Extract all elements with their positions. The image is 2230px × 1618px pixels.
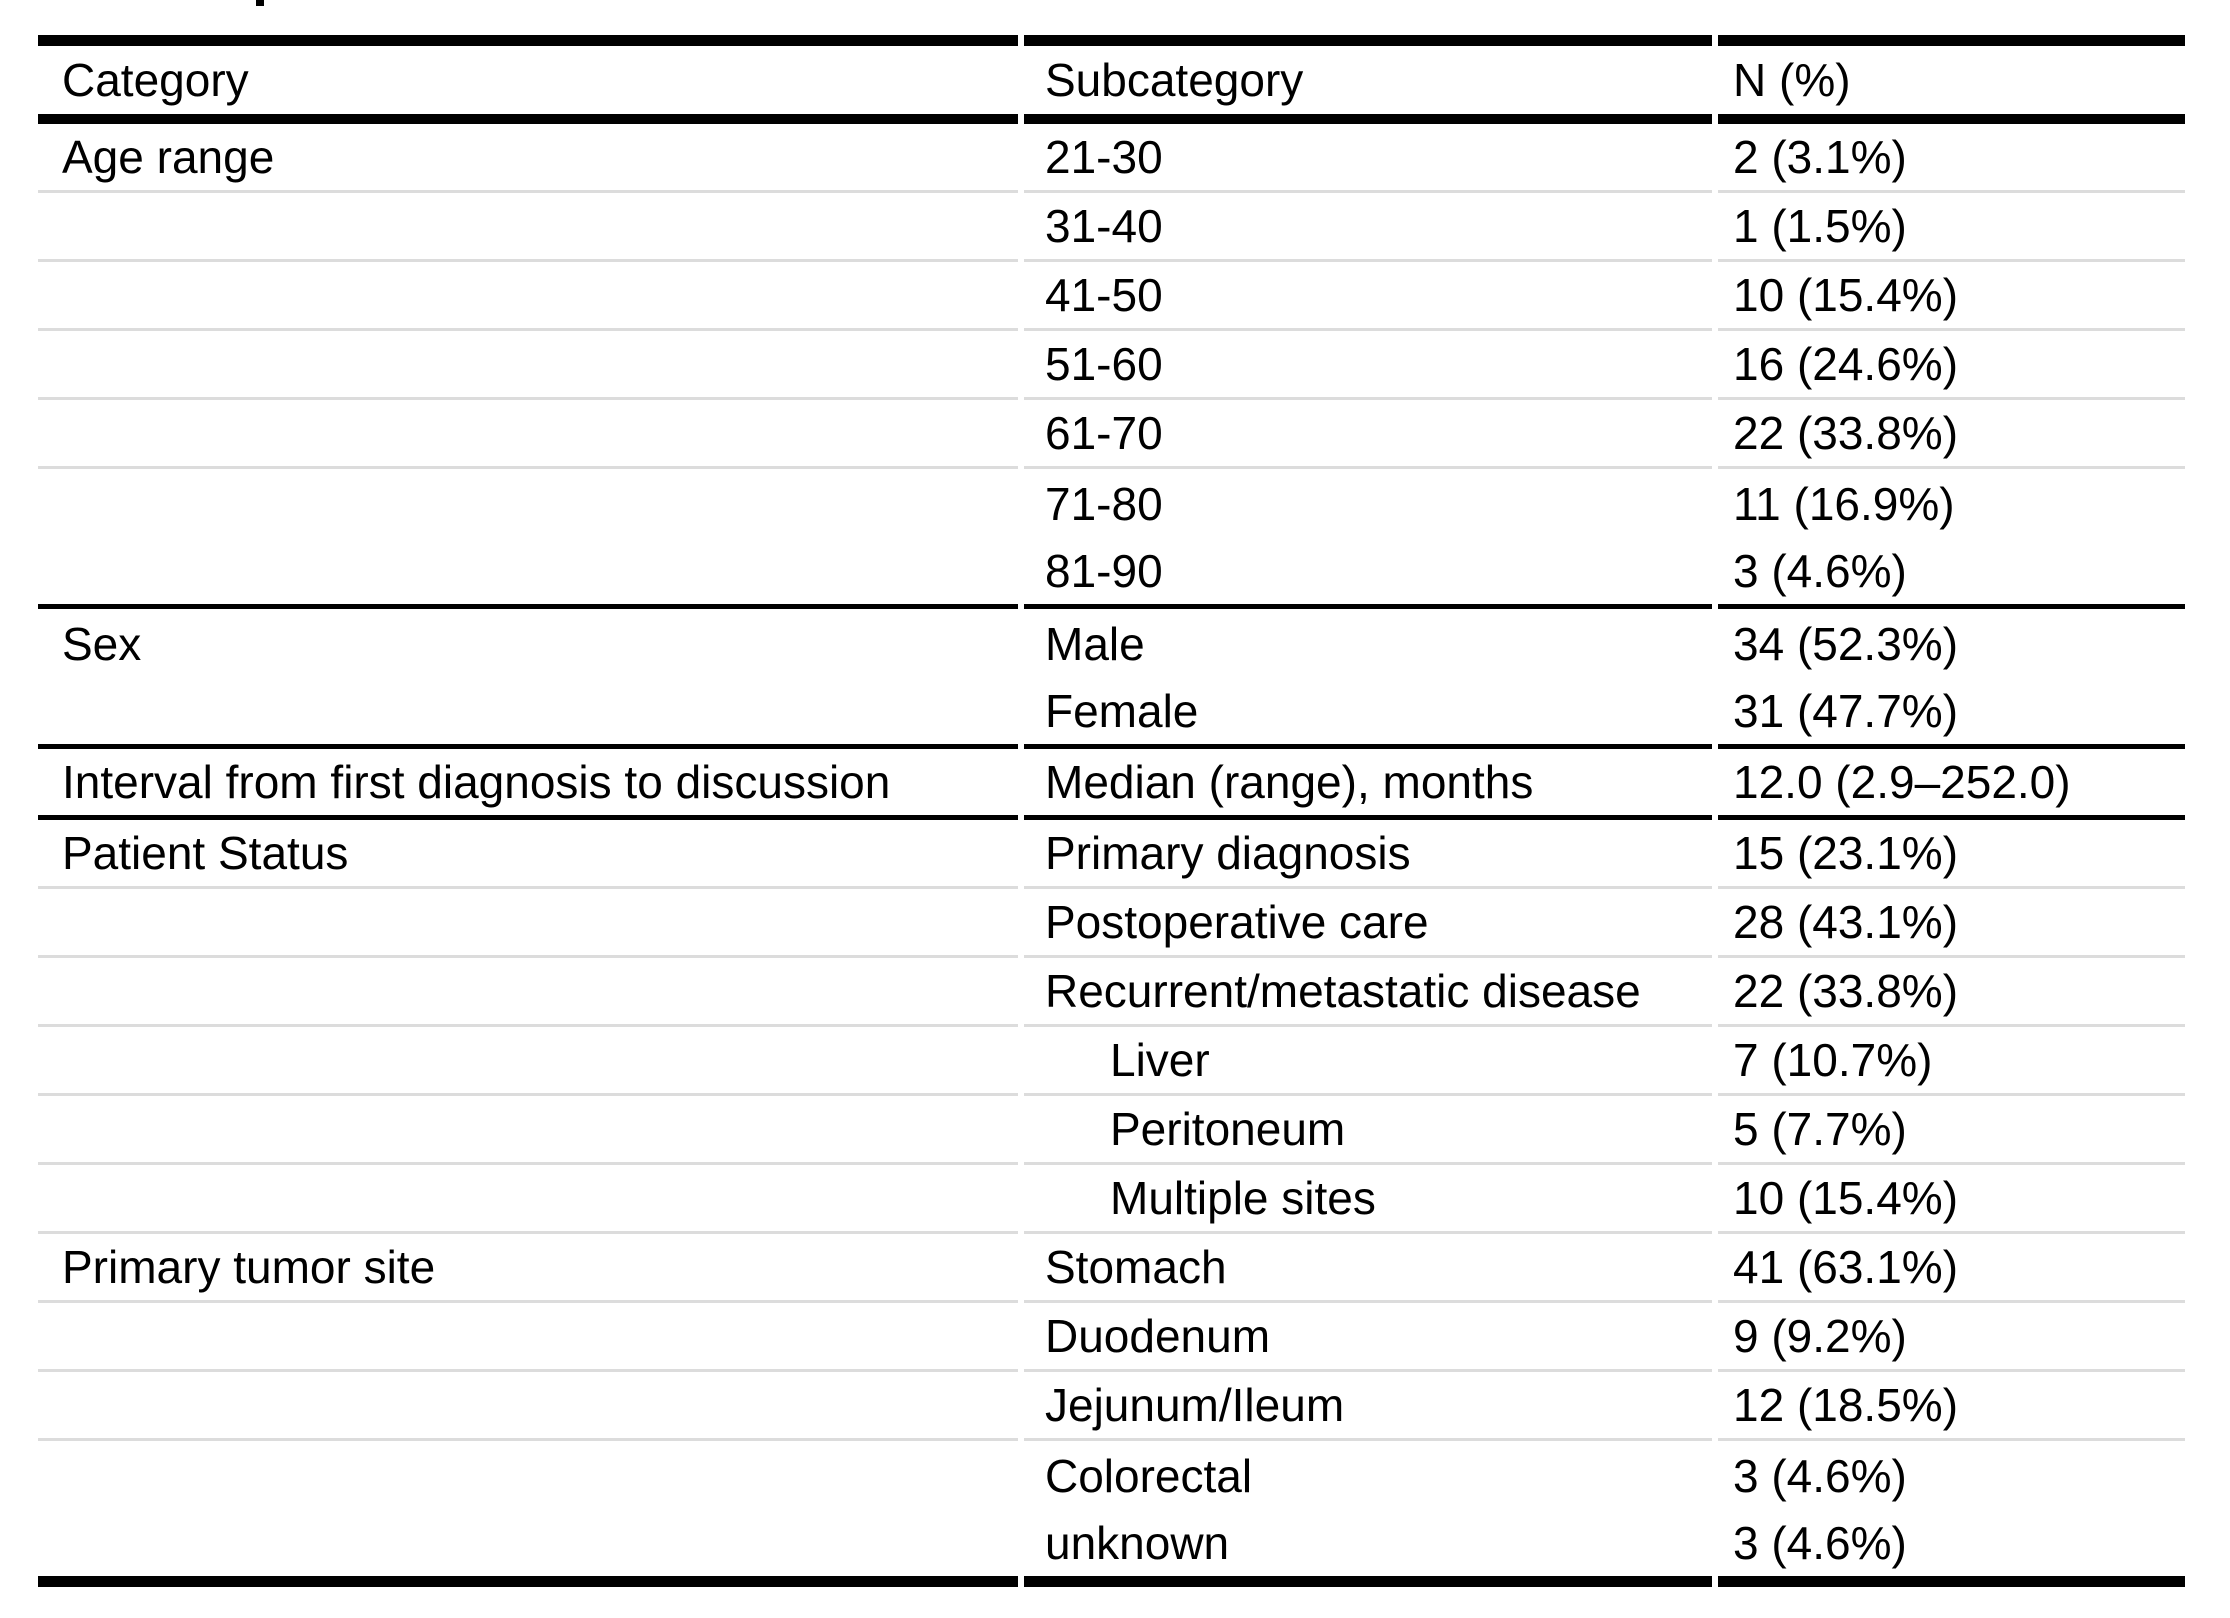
category-cell	[38, 1303, 1018, 1372]
column-header-category: Category	[38, 35, 1018, 124]
subcategory-cell: Jejunum/Ileum	[1024, 1372, 1712, 1441]
subcategory-cell: 51-60	[1024, 331, 1712, 400]
value-cell: 31 (47.7%)	[1718, 678, 2185, 749]
category-cell: Age range	[38, 124, 1018, 193]
value-cell: 9 (9.2%)	[1718, 1303, 2185, 1372]
table-row: 81-90 3 (4.6%)	[38, 538, 2185, 609]
value-cell: 7 (10.7%)	[1718, 1027, 2185, 1096]
category-cell	[38, 889, 1018, 958]
table-row: Colorectal 3 (4.6%)	[38, 1441, 2185, 1510]
category-cell	[38, 331, 1018, 400]
table-row: Female 31 (47.7%)	[38, 678, 2185, 749]
subcategory-cell: Median (range), months	[1024, 749, 1712, 820]
table-row: Postoperative care 28 (43.1%)	[38, 889, 2185, 958]
subcategory-cell: 81-90	[1024, 538, 1712, 609]
category-cell	[38, 678, 1018, 749]
table-row: 51-60 16 (24.6%)	[38, 331, 2185, 400]
value-cell: 2 (3.1%)	[1718, 124, 2185, 193]
value-cell: 15 (23.1%)	[1718, 820, 2185, 889]
table-row: 61-70 22 (33.8%)	[38, 400, 2185, 469]
value-cell: 3 (4.6%)	[1733, 1449, 1907, 1502]
category-cell	[38, 193, 1018, 262]
subcategory-cell: 71-80	[1045, 477, 1163, 530]
table-body: Age range 21-30 2 (3.1%) 31-40 1 (1.5%) 41-50…	[38, 124, 2185, 1587]
table-row: Duodenum 9 (9.2%)	[38, 1303, 2185, 1372]
subcategory-cell: Male	[1045, 617, 1145, 670]
column-header-subcategory: Subcategory	[1024, 35, 1712, 124]
table-row: 31-40 1 (1.5%)	[38, 193, 2185, 262]
category-cell: Interval from first diagnosis to discuss…	[38, 749, 1018, 820]
table-row: Primary tumor site Stomach 41 (63.1%)	[38, 1234, 2185, 1303]
cropped-text-artifact	[256, 0, 264, 6]
category-cell	[38, 538, 1018, 609]
value-cell: 16 (24.6%)	[1718, 331, 2185, 400]
subcategory-cell: 21-30	[1024, 124, 1712, 193]
patient-characteristics-table: Category Subcategory N (%) Age range 21-3…	[32, 35, 2191, 1587]
value-cell: 10 (15.4%)	[1718, 262, 2185, 331]
value-cell: 22 (33.8%)	[1718, 400, 2185, 469]
subcategory-cell: Multiple sites	[1024, 1165, 1712, 1234]
category-cell	[38, 262, 1018, 331]
subcategory-cell: unknown	[1024, 1510, 1712, 1587]
category-cell	[38, 958, 1018, 1027]
subcategory-cell: Stomach	[1024, 1234, 1712, 1303]
category-cell	[38, 1165, 1018, 1234]
category-cell	[38, 1027, 1018, 1096]
table-row: Multiple sites 10 (15.4%)	[38, 1165, 2185, 1234]
category-cell	[38, 1441, 1018, 1510]
table-row: Recurrent/metastatic disease 22 (33.8%)	[38, 958, 2185, 1027]
table-row: 71-80 11 (16.9%)	[38, 469, 2185, 538]
table-row: Jejunum/Ileum 12 (18.5%)	[38, 1372, 2185, 1441]
value-cell: 5 (7.7%)	[1718, 1096, 2185, 1165]
value-cell: 11 (16.9%)	[1733, 477, 1955, 530]
value-cell: 22 (33.8%)	[1718, 958, 2185, 1027]
subcategory-cell: Liver	[1024, 1027, 1712, 1096]
table-row: 41-50 10 (15.4%)	[38, 262, 2185, 331]
table-row: Sex Male 34 (52.3%)	[38, 609, 2185, 678]
table-row: Peritoneum 5 (7.7%)	[38, 1096, 2185, 1165]
category-cell: Sex	[62, 617, 142, 670]
subcategory-cell: Postoperative care	[1024, 889, 1712, 958]
category-cell	[38, 469, 1018, 538]
table-row: unknown 3 (4.6%)	[38, 1510, 2185, 1587]
value-cell: 3 (4.6%)	[1718, 538, 2185, 609]
value-cell: 1 (1.5%)	[1718, 193, 2185, 262]
value-cell: 3 (4.6%)	[1718, 1510, 2185, 1587]
category-cell: Primary tumor site	[38, 1234, 1018, 1303]
value-cell: 12.0 (2.9–252.0)	[1718, 749, 2185, 820]
value-cell: 28 (43.1%)	[1718, 889, 2185, 958]
table-row: Interval from first diagnosis to discuss…	[38, 749, 2185, 820]
category-cell	[38, 1096, 1018, 1165]
subcategory-cell: Primary diagnosis	[1024, 820, 1712, 889]
header-row: Category Subcategory N (%)	[38, 35, 2185, 124]
subcategory-cell: Duodenum	[1024, 1303, 1712, 1372]
table-row: Age range 21-30 2 (3.1%)	[38, 124, 2185, 193]
table-row: Patient Status Primary diagnosis 15 (23.1%…	[38, 820, 2185, 889]
value-cell: 12 (18.5%)	[1718, 1372, 2185, 1441]
category-cell	[38, 1510, 1018, 1587]
value-cell: 41 (63.1%)	[1718, 1234, 2185, 1303]
category-cell: Patient Status	[38, 820, 1018, 889]
category-cell	[38, 1372, 1018, 1441]
subcategory-cell: Female	[1024, 678, 1712, 749]
value-cell: 34 (52.3%)	[1733, 617, 1959, 670]
subcategory-cell: 41-50	[1024, 262, 1712, 331]
subcategory-cell: Recurrent/metastatic disease	[1024, 958, 1712, 1027]
subcategory-cell: Colorectal	[1045, 1449, 1253, 1502]
category-cell	[38, 400, 1018, 469]
subcategory-cell: 31-40	[1024, 193, 1712, 262]
column-header-n-percent: N (%)	[1718, 35, 2185, 124]
subcategory-cell: Peritoneum	[1024, 1096, 1712, 1165]
subcategory-cell: 61-70	[1024, 400, 1712, 469]
table-row: Liver 7 (10.7%)	[38, 1027, 2185, 1096]
value-cell: 10 (15.4%)	[1718, 1165, 2185, 1234]
